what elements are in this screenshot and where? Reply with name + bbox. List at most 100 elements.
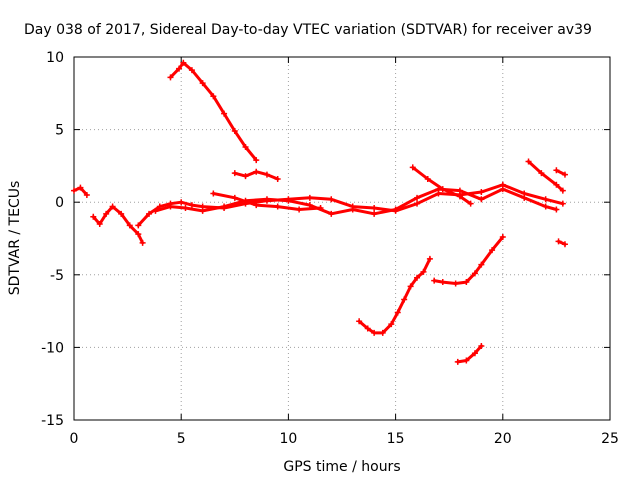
data-point: [306, 194, 313, 201]
data-point: [253, 202, 260, 209]
x-tick-label: 25: [601, 431, 619, 447]
data-point: [471, 270, 478, 277]
data-point: [371, 210, 378, 217]
series-track-9: [553, 167, 568, 178]
data-point: [139, 239, 146, 246]
data-point: [454, 358, 461, 365]
data-point: [388, 321, 395, 328]
y-tick-label: 5: [55, 123, 64, 139]
data-point: [221, 110, 228, 117]
series-track-4: [152, 186, 560, 217]
data-point: [231, 128, 238, 135]
data-series-group: [71, 59, 568, 365]
data-point: [553, 206, 560, 213]
series-track-12: [431, 234, 506, 287]
data-point: [463, 357, 470, 364]
data-point: [188, 202, 195, 209]
data-point: [407, 283, 414, 290]
data-point: [379, 329, 386, 336]
data-point: [394, 309, 401, 316]
data-point: [71, 187, 77, 194]
data-point: [553, 181, 560, 188]
data-point: [176, 65, 183, 72]
data-point: [242, 144, 249, 151]
y-axis-label: SDTVAR / TECUs: [7, 181, 23, 296]
data-point: [414, 274, 421, 281]
x-tick-label: 10: [279, 431, 297, 447]
data-point: [561, 171, 568, 178]
data-point: [135, 231, 142, 238]
data-point: [135, 222, 142, 229]
series-line: [357, 257, 432, 335]
x-axis-label: GPS time / hours: [283, 459, 400, 475]
x-tick-label: 20: [494, 431, 512, 447]
data-point: [392, 206, 399, 213]
data-point: [439, 279, 446, 286]
data-point: [126, 222, 133, 229]
data-point: [109, 203, 116, 210]
data-point: [77, 184, 84, 191]
series-track-7: [409, 164, 474, 207]
x-tick-label: 5: [177, 431, 186, 447]
data-point: [478, 342, 485, 349]
data-point: [199, 207, 206, 214]
data-point: [167, 203, 174, 210]
data-point: [561, 241, 568, 248]
data-point: [328, 196, 335, 203]
data-point: [263, 171, 270, 178]
data-point: [253, 157, 260, 164]
data-point: [306, 202, 313, 209]
series-line: [411, 165, 473, 206]
data-point: [499, 234, 506, 241]
series-track-14: [555, 238, 568, 248]
data-point: [371, 329, 378, 336]
series-track-1: [71, 184, 90, 198]
series-line: [432, 235, 505, 285]
data-point: [199, 80, 206, 87]
data-point: [103, 210, 110, 217]
series-line: [456, 344, 483, 364]
data-point: [188, 67, 195, 74]
data-point: [263, 196, 270, 203]
data-point: [426, 255, 433, 262]
data-point: [231, 194, 238, 201]
data-point: [555, 238, 562, 245]
data-point: [349, 206, 356, 213]
data-point: [231, 170, 238, 177]
series-track-11: [356, 255, 433, 336]
data-point: [167, 74, 174, 81]
data-point: [274, 175, 281, 182]
data-point: [90, 213, 97, 220]
data-point: [478, 189, 485, 196]
data-point: [559, 200, 566, 207]
series-line: [527, 160, 565, 193]
series-line: [169, 61, 258, 162]
data-point: [242, 173, 249, 180]
data-point: [431, 277, 438, 284]
data-point: [356, 318, 363, 325]
data-point: [364, 325, 371, 332]
data-point: [328, 210, 335, 217]
x-axis-ticks: 0 5 10 15 20 25: [70, 57, 619, 447]
data-point: [96, 220, 103, 227]
y-tick-label: 0: [55, 195, 64, 211]
data-point: [489, 247, 496, 254]
data-point: [499, 186, 506, 193]
series-track-5: [210, 190, 324, 213]
data-point: [285, 197, 292, 204]
series-track-8: [525, 158, 566, 194]
data-point: [210, 93, 217, 100]
plot-frame: [73, 56, 611, 421]
data-point: [274, 203, 281, 210]
data-point: [83, 191, 90, 198]
data-point: [542, 203, 549, 210]
data-point: [178, 199, 185, 206]
y-tick-label: -15: [41, 413, 64, 429]
chart-title: Day 038 of 2017, Sidereal Day-to-day VTE…: [24, 22, 592, 38]
data-point: [414, 200, 421, 207]
data-point: [439, 186, 446, 193]
data-point: [521, 194, 528, 201]
data-point: [401, 296, 408, 303]
series-track-2: [90, 203, 146, 246]
